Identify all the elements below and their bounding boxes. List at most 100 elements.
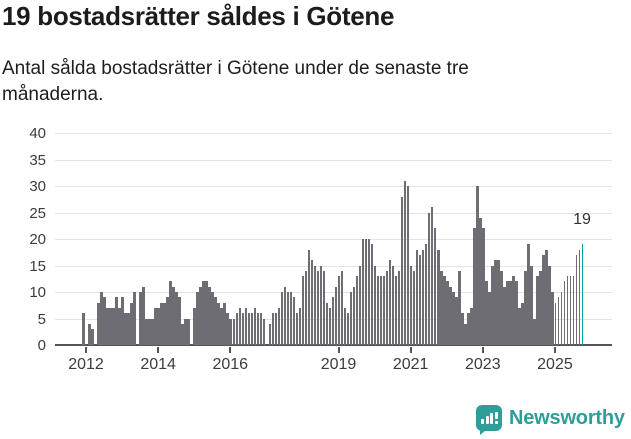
bar bbox=[118, 307, 121, 345]
logo-exclamation-icon bbox=[494, 412, 498, 419]
bar bbox=[97, 302, 100, 345]
gridline bbox=[55, 212, 612, 214]
y-axis-tick-label: 35 bbox=[29, 151, 46, 169]
gridline bbox=[55, 292, 612, 293]
bar bbox=[244, 307, 248, 345]
x-axis-tick-label: 2023 bbox=[465, 356, 501, 373]
bar bbox=[82, 313, 85, 345]
bar bbox=[388, 260, 392, 345]
bar bbox=[325, 302, 329, 345]
bar bbox=[448, 286, 452, 345]
bar bbox=[548, 265, 551, 345]
bar bbox=[307, 249, 311, 345]
bar bbox=[100, 292, 103, 345]
x-axis-tick bbox=[85, 347, 87, 353]
x-axis-tick-label: 2021 bbox=[392, 356, 429, 373]
bar bbox=[494, 260, 497, 345]
bar bbox=[415, 249, 419, 345]
bar bbox=[385, 270, 389, 345]
bar bbox=[491, 265, 494, 345]
x-axis-tick bbox=[481, 347, 484, 353]
bar bbox=[485, 281, 488, 345]
logo-bar-icon bbox=[490, 413, 493, 424]
bar bbox=[569, 276, 572, 345]
bar bbox=[112, 307, 115, 345]
bar bbox=[533, 318, 536, 345]
bar bbox=[238, 307, 242, 345]
bar bbox=[524, 270, 527, 345]
bar bbox=[184, 318, 187, 345]
brand-footer[interactable]: Newsworthy bbox=[476, 403, 625, 435]
bar bbox=[298, 307, 302, 345]
bar bbox=[352, 286, 356, 345]
bar bbox=[163, 302, 166, 345]
bar bbox=[253, 307, 257, 345]
bar bbox=[196, 292, 200, 345]
bar bbox=[469, 307, 473, 345]
bar bbox=[367, 239, 371, 345]
bar bbox=[394, 276, 398, 345]
bar bbox=[575, 254, 578, 345]
bar bbox=[223, 302, 227, 345]
bar bbox=[466, 313, 470, 345]
bar bbox=[545, 249, 548, 345]
highlight-value-label: 19 bbox=[573, 211, 591, 228]
bar bbox=[151, 318, 154, 345]
x-axis-tick-label: 2012 bbox=[68, 356, 104, 373]
bar bbox=[503, 286, 506, 345]
x-axis-tick-label: 2025 bbox=[537, 356, 573, 373]
bar bbox=[488, 292, 491, 345]
y-axis-tick-label: 10 bbox=[29, 284, 46, 301]
x-axis-tick-label: 2016 bbox=[212, 356, 249, 373]
bar bbox=[430, 207, 434, 345]
y-axis-tick-label: 0 bbox=[37, 337, 46, 354]
bar bbox=[527, 244, 530, 345]
bar bbox=[145, 318, 148, 345]
bar bbox=[500, 270, 503, 345]
bar bbox=[220, 307, 224, 345]
brand-name[interactable]: Newsworthy bbox=[509, 406, 625, 429]
bar bbox=[397, 270, 401, 345]
bar bbox=[157, 307, 160, 345]
bar bbox=[256, 313, 260, 345]
bar bbox=[199, 286, 203, 345]
bar bbox=[193, 307, 197, 345]
x-axis-tick bbox=[157, 347, 160, 353]
bar bbox=[364, 239, 368, 345]
bar bbox=[412, 270, 416, 345]
bar bbox=[331, 297, 335, 345]
bar bbox=[202, 281, 206, 345]
bar bbox=[457, 270, 461, 345]
bar bbox=[418, 254, 422, 345]
bar bbox=[205, 281, 209, 345]
bar bbox=[539, 270, 542, 345]
bar bbox=[379, 276, 383, 345]
bar bbox=[271, 313, 275, 345]
bar bbox=[187, 318, 190, 345]
x-axis-tick-label: 2014 bbox=[140, 356, 176, 373]
bar bbox=[506, 281, 509, 345]
bar bbox=[169, 281, 172, 345]
bar bbox=[334, 286, 338, 345]
bar bbox=[373, 265, 377, 345]
bar bbox=[172, 286, 175, 345]
bar bbox=[109, 307, 112, 345]
bar bbox=[250, 313, 254, 345]
logo-bar-icon bbox=[481, 419, 484, 424]
bar bbox=[557, 297, 560, 345]
bar bbox=[226, 313, 230, 345]
bar bbox=[181, 323, 184, 345]
bar bbox=[148, 318, 151, 345]
y-axis-tick-label: 40 bbox=[29, 125, 46, 142]
bar bbox=[475, 186, 479, 345]
bar bbox=[472, 228, 476, 345]
bar bbox=[451, 292, 455, 345]
bar bbox=[274, 313, 278, 345]
bar bbox=[316, 270, 320, 345]
bar bbox=[409, 265, 413, 345]
bar bbox=[178, 297, 181, 345]
gridline bbox=[55, 239, 612, 240]
bar bbox=[241, 313, 245, 345]
newsworthy-logo-icon[interactable] bbox=[476, 405, 502, 435]
